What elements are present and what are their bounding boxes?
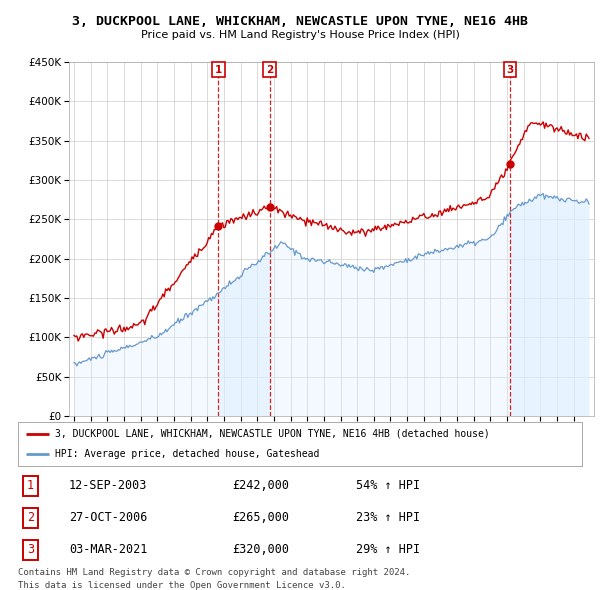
Text: Price paid vs. HM Land Registry's House Price Index (HPI): Price paid vs. HM Land Registry's House … — [140, 30, 460, 40]
Text: £242,000: £242,000 — [232, 479, 289, 492]
Text: 1: 1 — [27, 479, 34, 492]
Text: This data is licensed under the Open Government Licence v3.0.: This data is licensed under the Open Gov… — [18, 581, 346, 589]
Text: 29% ↑ HPI: 29% ↑ HPI — [356, 543, 421, 556]
Text: 3, DUCKPOOL LANE, WHICKHAM, NEWCASTLE UPON TYNE, NE16 4HB (detached house): 3, DUCKPOOL LANE, WHICKHAM, NEWCASTLE UP… — [55, 429, 490, 439]
Text: £265,000: £265,000 — [232, 511, 289, 525]
Text: 03-MAR-2021: 03-MAR-2021 — [69, 543, 147, 556]
Text: 23% ↑ HPI: 23% ↑ HPI — [356, 511, 421, 525]
Text: 3: 3 — [27, 543, 34, 556]
Text: 27-OCT-2006: 27-OCT-2006 — [69, 511, 147, 525]
Text: 1: 1 — [215, 65, 222, 75]
Text: 2: 2 — [27, 511, 34, 525]
Text: 54% ↑ HPI: 54% ↑ HPI — [356, 479, 421, 492]
Text: 3: 3 — [506, 65, 514, 75]
Text: 2: 2 — [266, 65, 274, 75]
Text: £320,000: £320,000 — [232, 543, 289, 556]
Text: 3, DUCKPOOL LANE, WHICKHAM, NEWCASTLE UPON TYNE, NE16 4HB: 3, DUCKPOOL LANE, WHICKHAM, NEWCASTLE UP… — [72, 15, 528, 28]
Text: HPI: Average price, detached house, Gateshead: HPI: Average price, detached house, Gate… — [55, 449, 319, 459]
Text: 12-SEP-2003: 12-SEP-2003 — [69, 479, 147, 492]
Text: Contains HM Land Registry data © Crown copyright and database right 2024.: Contains HM Land Registry data © Crown c… — [18, 568, 410, 576]
